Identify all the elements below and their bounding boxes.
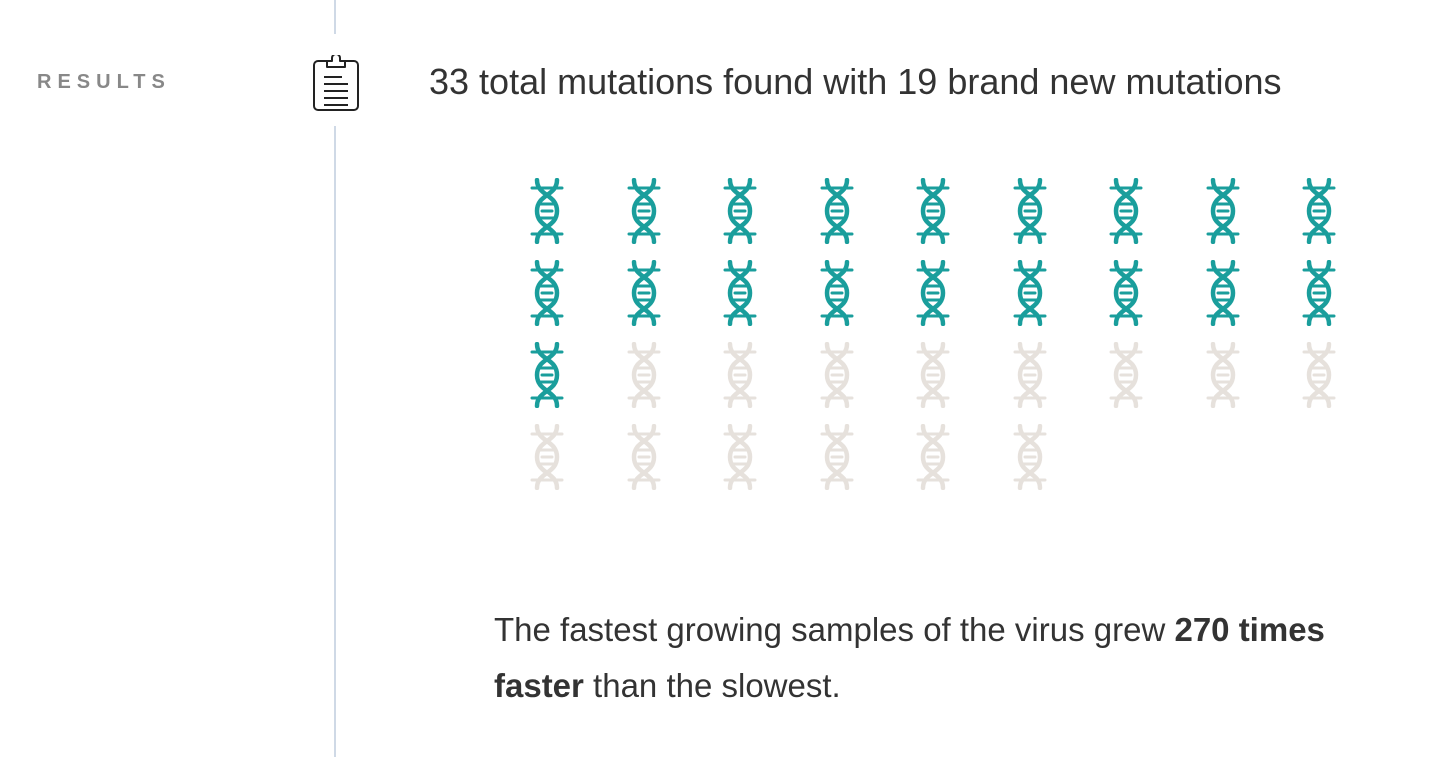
dna-helix-icon-new	[530, 259, 564, 327]
dna-helix-icon-new	[1109, 177, 1143, 245]
dna-helix-icon-existing	[723, 341, 757, 409]
dna-helix-icon-new	[1206, 177, 1240, 245]
dna-helix-icon-new	[530, 177, 564, 245]
clipboard-icon	[313, 55, 359, 111]
dna-helix-icon-existing	[723, 423, 757, 491]
dna-helix-icon-existing	[627, 341, 661, 409]
dna-helix-icon-existing	[916, 341, 950, 409]
dna-helix-icon-new	[723, 177, 757, 245]
dna-helix-icon-new	[1206, 259, 1240, 327]
dna-helix-icon-new	[1302, 177, 1336, 245]
section-label: RESULTS	[37, 71, 171, 93]
dna-helix-icon-new	[1302, 259, 1336, 327]
dna-helix-icon-existing	[530, 423, 564, 491]
summary-text-after: than the slowest.	[583, 667, 841, 704]
summary-emphasis: 270 times faster	[494, 611, 1325, 704]
dna-helix-icon-existing	[916, 423, 950, 491]
dna-helix-icon-new	[530, 341, 564, 409]
dna-helix-icon-existing	[1302, 341, 1336, 409]
dna-helix-icon-existing	[820, 341, 854, 409]
dna-helix-icon-new	[1109, 259, 1143, 327]
dna-helix-icon-existing	[1013, 341, 1047, 409]
dna-helix-icon-new	[916, 177, 950, 245]
mutation-grid	[530, 177, 1366, 498]
dna-helix-icon-new	[916, 259, 950, 327]
dna-helix-icon-existing	[1206, 341, 1240, 409]
dna-helix-icon-existing	[1013, 423, 1047, 491]
timeline-line-bottom	[334, 126, 336, 757]
timeline-line-top	[334, 0, 336, 34]
dna-helix-icon-existing	[627, 423, 661, 491]
dna-helix-icon-new	[627, 177, 661, 245]
dna-helix-icon-new	[723, 259, 757, 327]
results-summary: The fastest growing samples of the virus…	[494, 602, 1394, 714]
summary-text-before: The fastest growing samples of the virus…	[494, 611, 1175, 648]
dna-helix-icon-existing	[820, 423, 854, 491]
dna-helix-icon-new	[820, 259, 854, 327]
dna-helix-icon-new	[627, 259, 661, 327]
dna-helix-icon-new	[820, 177, 854, 245]
results-headline: 33 total mutations found with 19 brand n…	[429, 61, 1282, 102]
dna-helix-icon-new	[1013, 177, 1047, 245]
dna-helix-icon-existing	[1109, 341, 1143, 409]
dna-helix-icon-new	[1013, 259, 1047, 327]
